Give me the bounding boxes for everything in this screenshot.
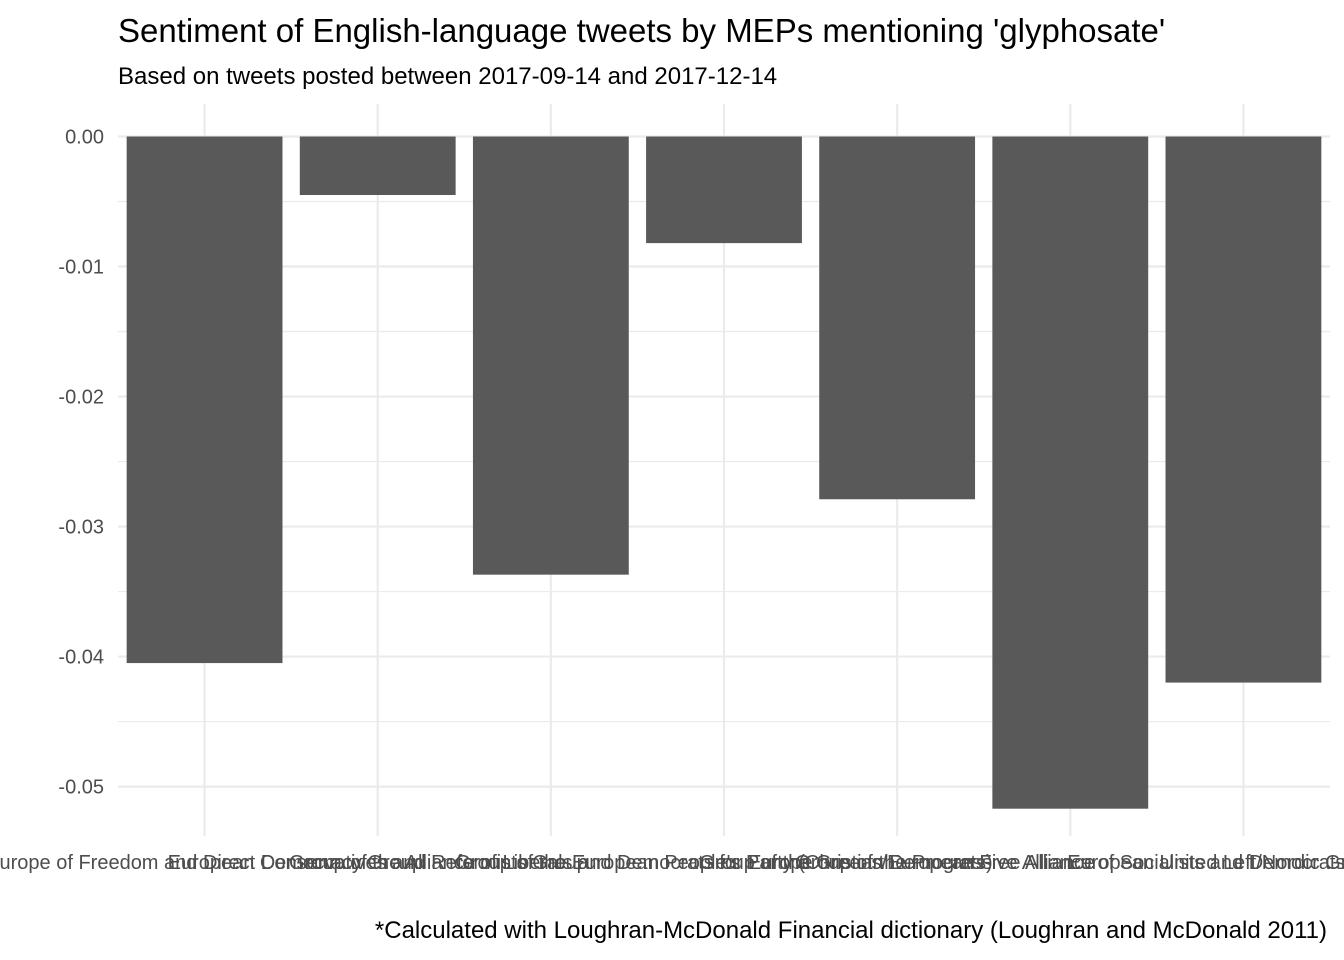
x-tick-label: European United Left/Nordic Green Left	[1067, 852, 1344, 874]
y-tick-label: -0.04	[58, 647, 104, 669]
y-tick-label: -0.01	[58, 257, 104, 279]
bar	[992, 136, 1149, 809]
chart-title: Sentiment of English-language tweets by …	[118, 12, 1165, 49]
x-tick-label: Group of the Alliance of Liberals and De…	[289, 852, 813, 874]
chart-subtitle: Based on tweets posted between 2017-09-1…	[118, 63, 777, 90]
y-tick-label: 0.00	[65, 127, 104, 149]
bar	[1165, 136, 1322, 683]
bar	[299, 136, 456, 196]
x-tick-label: European Conservatives and Reformists Gr…	[168, 852, 588, 874]
bar	[819, 136, 976, 500]
bar	[646, 136, 802, 244]
chart-caption: *Calculated with Loughran-McDonald Finan…	[375, 917, 1327, 944]
bar	[472, 136, 629, 575]
x-tick-label: Group of the Progressive Alliance of Soc…	[795, 852, 1344, 874]
bar	[126, 136, 283, 664]
y-axis-ticks: 0.00 -0.01 -0.02 -0.03 -0.04 -0.05	[58, 127, 104, 799]
x-tick-label: Europe of Freedom and Direct Democracy G…	[0, 852, 423, 874]
bars-group	[126, 136, 1322, 809]
y-tick-label: -0.03	[58, 517, 104, 539]
x-axis-ticks: Europe of Freedom and Direct Democracy G…	[0, 852, 1344, 874]
y-tick-label: -0.05	[58, 777, 104, 799]
y-tick-label: -0.02	[58, 387, 104, 409]
x-tick-label: Group of the European People's Party (Ch…	[455, 852, 992, 874]
x-tick-label: Group of the Greens/European Free Allian…	[699, 852, 1095, 874]
